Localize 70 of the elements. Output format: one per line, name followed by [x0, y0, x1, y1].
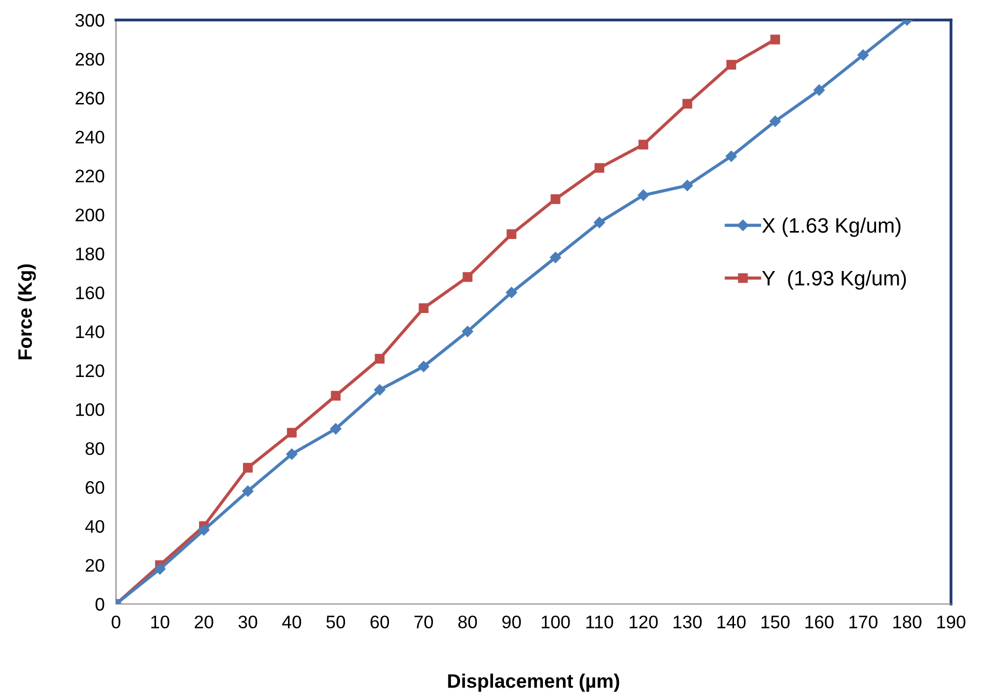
- legend-label: X (1.63 Kg/um): [762, 218, 900, 237]
- point: [198, 524, 210, 536]
- y-tick-label: 280: [76, 52, 104, 66]
- point: [374, 384, 386, 396]
- point: [770, 116, 781, 127]
- y-tick-label: 200: [76, 208, 104, 222]
- x-tick-label: 100: [542, 616, 570, 628]
- x-tick-label: 40: [282, 616, 302, 628]
- point: [770, 34, 780, 44]
- point: [286, 428, 297, 438]
- point: [594, 216, 606, 228]
- point: [638, 140, 648, 150]
- point: [330, 423, 342, 434]
- y-tick-label: 120: [76, 364, 104, 378]
- point: [550, 194, 560, 204]
- point: [726, 150, 737, 162]
- x-tick-label: 160: [805, 616, 834, 628]
- point: [374, 354, 385, 364]
- y-tick-label: 40: [85, 520, 104, 533]
- x-tick-label: 150: [762, 616, 790, 628]
- y-tick-label: 240: [76, 130, 104, 144]
- y-axis-title: Force (Kg): [18, 264, 36, 360]
- x-tick-label: 20: [194, 616, 214, 628]
- x-tick-label: 70: [414, 616, 433, 628]
- x-tick-label: 130: [674, 616, 702, 628]
- x-tick-label: 190: [937, 616, 966, 628]
- x-tick-label: 10: [151, 616, 170, 628]
- point: [242, 462, 253, 473]
- point: [242, 485, 254, 497]
- x-tick-label: 170: [849, 616, 878, 628]
- x-axis-title: Displacement (µm): [448, 674, 620, 692]
- legend-label: Y (1.93 Kg/um): [762, 270, 906, 290]
- point: [638, 190, 649, 201]
- point: [814, 84, 825, 96]
- x-tick-label: 120: [630, 616, 658, 628]
- point: [330, 390, 341, 401]
- point: [858, 49, 869, 61]
- point: [726, 60, 736, 70]
- y-tick-label: 20: [86, 559, 104, 572]
- point: [506, 286, 518, 298]
- point: [594, 163, 604, 173]
- point: [154, 563, 166, 575]
- y-tick-label: 0: [96, 598, 104, 611]
- y-tick-label: 100: [76, 403, 104, 416]
- x-tick-label: 30: [238, 616, 258, 628]
- y-tick-label: 260: [76, 92, 104, 105]
- point: [682, 98, 692, 109]
- y-tick-label: 60: [86, 481, 104, 494]
- point: [286, 448, 298, 460]
- point: [682, 180, 693, 192]
- point: [506, 229, 516, 239]
- x-tick-label: 140: [718, 616, 746, 628]
- point: [462, 326, 474, 338]
- x-tick-label: 110: [586, 616, 614, 628]
- x-tick-label: 90: [502, 616, 521, 628]
- x-tick-label: 180: [893, 616, 922, 628]
- y-tick-label: 220: [76, 170, 104, 182]
- point: [462, 272, 472, 282]
- y-tick-label: 160: [76, 286, 104, 300]
- y-tick-label: 180: [76, 248, 104, 260]
- x-tick-label: 0: [112, 616, 120, 628]
- x-tick-label: 50: [326, 616, 346, 628]
- x-tick-label: 60: [370, 616, 390, 628]
- point: [550, 252, 562, 264]
- y-tick-label: 300: [75, 14, 104, 27]
- y-tick-label: 140: [76, 325, 104, 338]
- x-tick-label: 80: [458, 616, 477, 628]
- y-tick-label: 80: [86, 442, 104, 455]
- point: [418, 360, 430, 372]
- point: [418, 303, 428, 313]
